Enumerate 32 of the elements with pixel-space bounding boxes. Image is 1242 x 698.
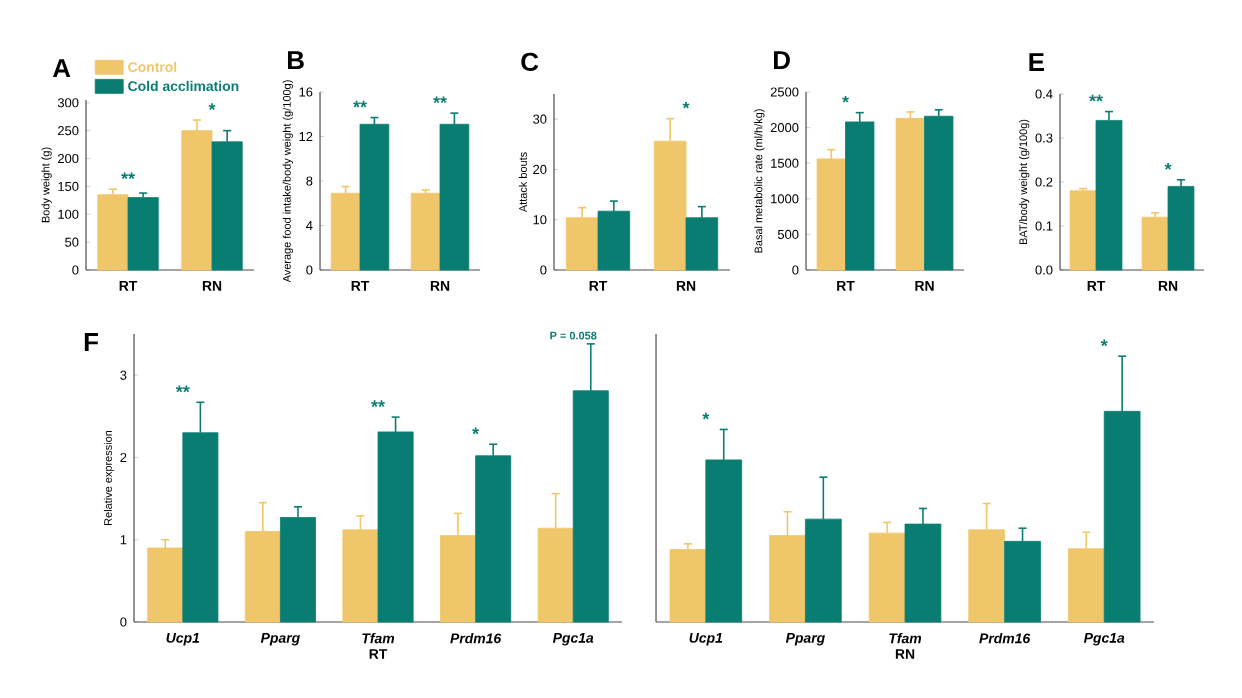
annotation: * — [682, 101, 690, 109]
annotation: * — [1100, 339, 1108, 347]
annotation: * — [208, 103, 216, 110]
annotation: * — [472, 427, 480, 435]
annotation: ** — [121, 172, 135, 180]
bar — [1167, 186, 1195, 271]
annotation: ** — [433, 96, 447, 104]
annotation: ** — [1089, 94, 1103, 102]
annotation: * — [842, 95, 849, 103]
bar — [845, 121, 875, 271]
annotation: * — [1164, 163, 1172, 170]
bar — [1141, 216, 1169, 271]
chart-title: F — [84, 333, 99, 351]
bar — [816, 158, 846, 271]
bar — [1069, 190, 1097, 271]
bar — [924, 115, 954, 271]
bar — [597, 210, 631, 271]
chart-title: A — [52, 59, 71, 77]
chart-title: C — [521, 52, 539, 71]
bar — [147, 547, 184, 623]
bar — [127, 197, 159, 271]
annotation: ** — [175, 385, 190, 393]
chart-title: E — [1029, 53, 1044, 71]
bar — [669, 549, 707, 623]
annotation: ** — [371, 400, 385, 408]
bar — [97, 194, 129, 271]
bar — [1095, 119, 1123, 271]
annotation: ** — [353, 100, 367, 108]
annotation: * — [702, 412, 710, 420]
bar — [895, 117, 925, 271]
chart-title: D — [773, 51, 790, 69]
chart-title: B — [287, 51, 304, 69]
